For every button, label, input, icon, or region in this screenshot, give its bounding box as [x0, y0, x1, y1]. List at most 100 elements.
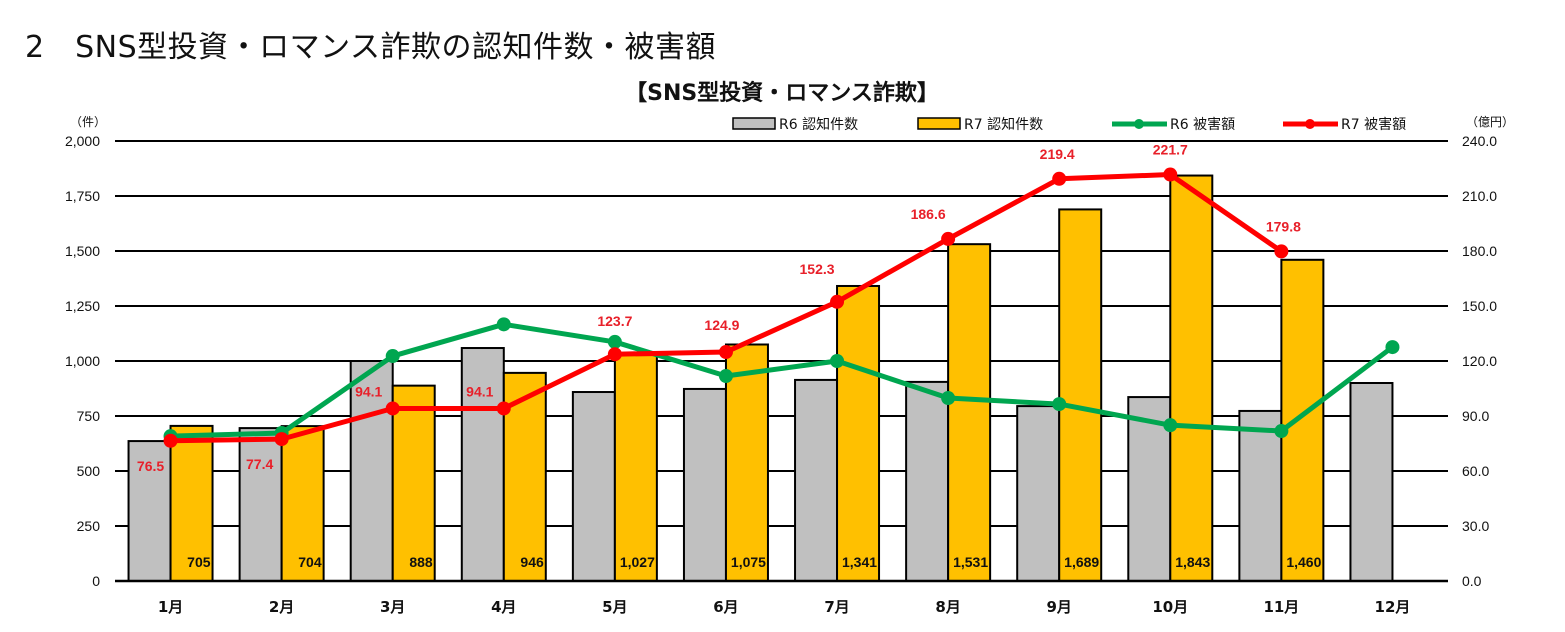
- right-tick-label: 90.0: [1462, 408, 1489, 424]
- r6-damage-point: [941, 391, 956, 406]
- left-tick-label: 250: [77, 518, 101, 534]
- r6-count-bar: [794, 378, 839, 583]
- right-tick-label: 180.0: [1462, 243, 1497, 259]
- r7-damage-point: [385, 401, 400, 416]
- right-tick-label: 240.0: [1462, 133, 1497, 149]
- r7-count-label: 888: [409, 554, 433, 570]
- x-category-label: 12月: [1375, 598, 1411, 616]
- r7-damage-label: 152.3: [800, 261, 835, 277]
- x-category-label: 7月: [824, 598, 849, 616]
- r7-damage-point: [496, 401, 511, 416]
- x-category-label: 5月: [602, 598, 627, 616]
- r6-count-bar: [238, 427, 283, 582]
- r6-damage-point: [1385, 340, 1400, 355]
- legend-label: R7 認知件数: [964, 116, 1043, 133]
- r7-damage-label: 94.1: [466, 383, 493, 399]
- r6-damage-point: [1163, 418, 1178, 433]
- r7-count-label: 1,460: [1286, 554, 1321, 570]
- r7-damage-point: [1052, 171, 1067, 186]
- r6-damage-point: [830, 354, 845, 368]
- legend-swatch-marker: [1305, 119, 1315, 129]
- r7-count-label: 704: [298, 554, 322, 570]
- r7-damage-point: [1163, 167, 1178, 182]
- r7-damage-point: [607, 347, 622, 362]
- right-axis: 0.0 30.0 60.0 90.0 120.0 150.0 180.0 210.0 240.0: [1462, 133, 1497, 589]
- r7-damage-point: [274, 432, 289, 447]
- r7-damage-point: [941, 231, 956, 246]
- r6-count-bar: [1349, 382, 1394, 582]
- r7-count-label: 946: [520, 554, 544, 570]
- r6-count-bar: [905, 380, 950, 582]
- legend-swatch-bar: [732, 117, 776, 130]
- right-axis-unit: （億円）: [1466, 115, 1514, 129]
- left-tick-label: 1,750: [65, 188, 100, 204]
- r7-count-bar: [947, 243, 992, 582]
- x-category-label: 4月: [491, 598, 516, 616]
- r7-count-label: 705: [187, 554, 211, 570]
- left-tick-label: 750: [77, 408, 101, 424]
- x-category-label: 9月: [1046, 598, 1071, 616]
- x-axis-categories: 1月 2月 3月 4月 5月 6月 7月 8月 9月 10月 11月 12月: [158, 598, 1411, 616]
- r7-damage-label: 179.8: [1266, 218, 1301, 234]
- left-tick-label: 1,000: [65, 353, 100, 369]
- r7-count-label: 1,843: [1175, 554, 1210, 570]
- x-category-label: 10月: [1152, 598, 1188, 616]
- r6-damage-point: [1052, 397, 1067, 412]
- page-heading: 2 SNS型投資・ロマンス詐欺の認知件数・被害額: [25, 30, 717, 65]
- r7-damage-point: [1274, 244, 1289, 259]
- legend-label: R7 被害額: [1341, 117, 1406, 133]
- right-tick-label: 60.0: [1462, 463, 1489, 479]
- r7-damage-label: 123.7: [597, 313, 632, 329]
- r7-count-label: 1,027: [620, 554, 655, 570]
- legend-swatch-marker: [1134, 119, 1144, 129]
- r6-damage-point: [385, 349, 400, 364]
- r6-count-bar: [1238, 409, 1283, 582]
- r7-damage-label: 77.4: [246, 456, 273, 472]
- x-category-label: 2月: [269, 598, 294, 616]
- right-tick-label: 210.0: [1462, 188, 1497, 204]
- r7-count-label: 1,075: [731, 554, 766, 570]
- r6-count-bar: [1016, 405, 1061, 582]
- r6-damage-line: [170, 321, 1394, 439]
- legend-label: R6 認知件数: [779, 116, 858, 133]
- right-tick-label: 0.0: [1462, 573, 1482, 589]
- legend-swatch-bar: [917, 117, 961, 130]
- bars: 705 704 888 946 1,027 1,075 1,341 1,531 1,689 1,8…: [115, 174, 1448, 583]
- r7-count-bar: [280, 425, 325, 582]
- left-tick-label: 2,000: [65, 133, 100, 149]
- r7-count-bar: [836, 284, 881, 582]
- lines: 76.5 77.4 94.1 94.1 123.7 124.9 152.3 186.6 219.…: [137, 142, 1400, 474]
- x-category-label: 6月: [713, 598, 738, 616]
- left-tick-label: 1,250: [65, 298, 100, 314]
- r6-count-bar: [682, 387, 727, 582]
- r7-count-bar: [1058, 208, 1103, 582]
- left-tick-label: 0: [92, 573, 100, 589]
- r7-count-bar: [613, 354, 658, 582]
- right-tick-label: 150.0: [1462, 298, 1497, 314]
- x-category-label: 1月: [158, 598, 183, 616]
- r7-damage-point: [830, 294, 845, 309]
- left-axis: 0 250 500 750 1,000 1,250 1,500 1,750 2,000: [65, 133, 100, 589]
- r7-damage-label: 76.5: [137, 458, 164, 474]
- r7-damage-point: [163, 433, 178, 448]
- r7-count-bar: [724, 343, 769, 582]
- r6-damage-point: [718, 369, 733, 384]
- x-category-label: 11月: [1263, 598, 1299, 616]
- r6-damage-point: [607, 334, 622, 349]
- r7-count-bar: [1280, 258, 1325, 582]
- legend: R6 認知件数 R7 認知件数 R6 被害額 R7 被害額: [732, 116, 1406, 133]
- r7-damage-label: 124.9: [704, 317, 739, 333]
- r7-count-label: 1,341: [842, 554, 877, 570]
- x-category-label: 8月: [935, 598, 960, 616]
- legend-label: R6 被害額: [1170, 117, 1235, 133]
- r7-damage-label: 186.6: [911, 206, 946, 222]
- r7-damage-label: 94.1: [355, 383, 382, 399]
- x-category-label: 3月: [380, 598, 405, 616]
- r7-count-bar: [1169, 174, 1214, 582]
- r6-count-bar: [571, 391, 616, 582]
- r6-damage-point: [1274, 424, 1289, 439]
- right-tick-label: 30.0: [1462, 518, 1489, 534]
- r7-count-bar: [169, 424, 214, 582]
- r7-damage-label: 219.4: [1040, 146, 1075, 162]
